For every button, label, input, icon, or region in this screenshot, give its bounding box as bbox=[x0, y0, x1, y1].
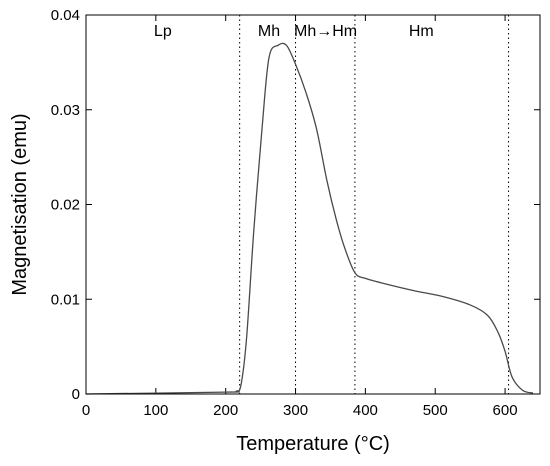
y-axis-label: Magnetisation (emu) bbox=[9, 113, 31, 295]
phase-boundary-lines bbox=[239, 15, 510, 394]
x-tick-label: 400 bbox=[353, 402, 378, 419]
x-tick-label: 600 bbox=[493, 402, 518, 419]
x-tick-label: 500 bbox=[423, 402, 448, 419]
data-series bbox=[85, 42, 534, 395]
y-tick-label: 0.01 bbox=[51, 291, 80, 308]
region-label: Lp bbox=[154, 23, 172, 40]
region-label: Mh→Hm bbox=[294, 23, 357, 40]
x-tick-label: 0 bbox=[82, 402, 90, 419]
y-tick-label: 0.04 bbox=[51, 7, 80, 24]
region-label: Mh bbox=[258, 23, 280, 40]
region-label: Hm bbox=[409, 23, 434, 40]
x-tick-label: 200 bbox=[213, 402, 238, 419]
phase-region-labels: Lp Mh Mh→Hm Hm bbox=[154, 23, 434, 40]
magnetisation-curve bbox=[85, 42, 534, 395]
x-tick-label: 100 bbox=[143, 402, 168, 419]
x-axis-ticks: 0 100 200 300 400 500 600 bbox=[82, 15, 518, 419]
y-tick-label: 0 bbox=[72, 386, 80, 403]
y-tick-label: 0.03 bbox=[51, 102, 80, 119]
x-axis-label: Temperature (°C) bbox=[236, 433, 390, 455]
plot-frame bbox=[85, 14, 541, 395]
y-axis-ticks: 0 0.01 0.02 0.03 0.04 bbox=[51, 7, 540, 403]
x-tick-label: 300 bbox=[283, 402, 308, 419]
y-tick-label: 0.02 bbox=[51, 197, 80, 214]
